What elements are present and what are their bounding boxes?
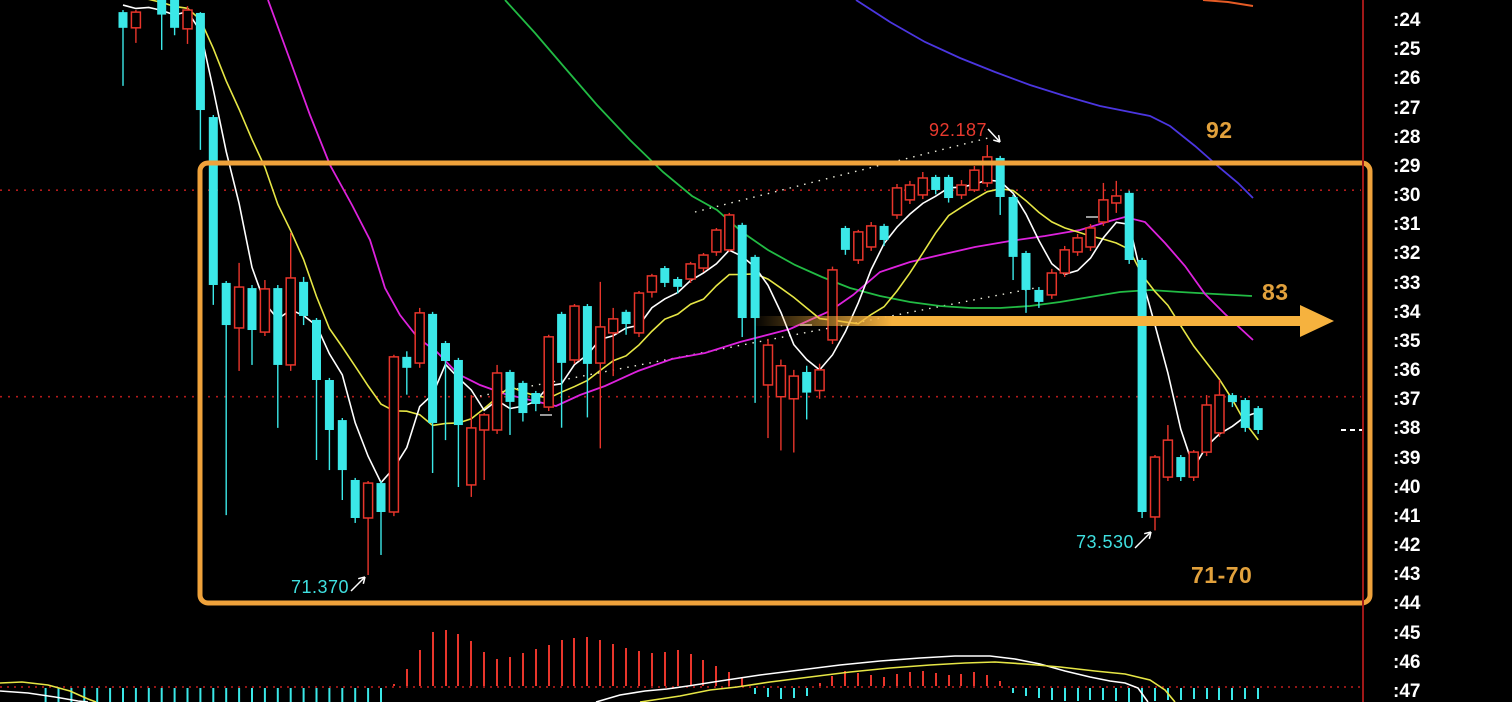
time-label: :45: [1393, 622, 1421, 644]
time-label: :35: [1393, 330, 1421, 352]
annotation-low1-price[interactable]: 71.370: [291, 577, 350, 597]
time-label: :40: [1393, 476, 1421, 498]
annotation-level-92[interactable]: 92: [1206, 117, 1233, 143]
time-label: :29: [1393, 155, 1421, 177]
time-label: :24: [1393, 10, 1421, 31]
time-label: :46: [1393, 651, 1421, 673]
drawn-rectangle-annotation[interactable]: [197, 160, 1373, 606]
time-label: :27: [1393, 97, 1421, 119]
time-label: :25: [1393, 39, 1421, 61]
drawn-arrow-annotation[interactable]: [752, 305, 1334, 337]
time-label: :41: [1393, 505, 1421, 527]
time-label: :30: [1393, 185, 1421, 207]
annotation-low2-price[interactable]: 73.530: [1076, 532, 1135, 552]
time-label: :38: [1393, 418, 1421, 440]
annotation-peak-price[interactable]: 92.187: [929, 120, 988, 140]
time-label: :33: [1393, 272, 1421, 294]
annotation-level-71-70[interactable]: 71-70: [1191, 562, 1253, 588]
time-label: :44: [1393, 593, 1421, 615]
time-label: :43: [1393, 564, 1421, 586]
time-label: :36: [1393, 360, 1421, 382]
time-label: :31: [1393, 214, 1421, 236]
time-label: :39: [1393, 447, 1421, 469]
time-label: :32: [1393, 243, 1421, 265]
time-label: :28: [1393, 126, 1421, 148]
time-label: :26: [1393, 68, 1421, 90]
annotation-level-83[interactable]: 83: [1262, 279, 1289, 305]
time-label: :34: [1393, 301, 1421, 323]
time-label: :42: [1393, 535, 1421, 557]
time-label: :37: [1393, 389, 1421, 411]
time-label: :47: [1393, 680, 1421, 702]
